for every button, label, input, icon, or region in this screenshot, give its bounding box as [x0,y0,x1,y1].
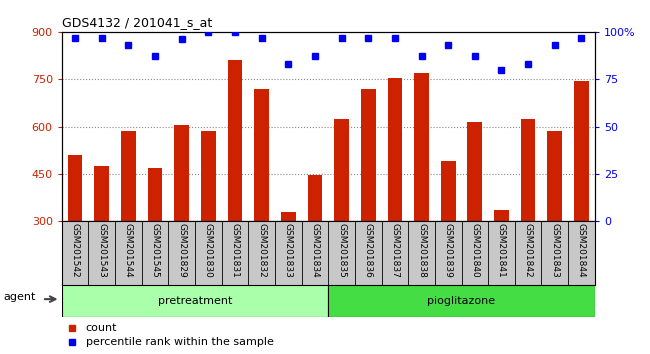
Text: GDS4132 / 201041_s_at: GDS4132 / 201041_s_at [62,16,212,29]
Bar [62,285,328,317]
Text: GSM201835: GSM201835 [337,223,346,278]
Bar [68,155,83,221]
Text: GSM201837: GSM201837 [391,223,399,278]
Text: GSM201832: GSM201832 [257,223,266,278]
Text: GSM201838: GSM201838 [417,223,426,278]
Bar [547,131,562,221]
Bar [334,119,349,221]
Bar [254,89,269,221]
Text: GSM201840: GSM201840 [471,223,479,278]
Text: percentile rank within the sample: percentile rank within the sample [86,337,274,348]
Bar [227,60,242,221]
Text: GSM201844: GSM201844 [577,223,586,278]
Bar [414,73,429,221]
Bar [281,212,296,221]
Text: GSM201833: GSM201833 [284,223,292,278]
Text: GSM201831: GSM201831 [231,223,239,278]
Bar [174,125,189,221]
Bar [94,166,109,221]
Text: count: count [86,322,117,332]
Text: GSM201545: GSM201545 [151,223,159,278]
Bar [521,119,536,221]
Text: GSM201544: GSM201544 [124,223,133,278]
Bar [387,78,402,221]
Bar [361,89,376,221]
Text: GSM201842: GSM201842 [524,223,532,278]
Text: GSM201841: GSM201841 [497,223,506,278]
Text: agent: agent [3,292,36,302]
Bar [148,167,162,221]
Text: GSM201839: GSM201839 [444,223,452,278]
Bar [121,131,136,221]
Bar [467,122,482,221]
Text: GSM201834: GSM201834 [311,223,319,278]
Text: pioglitazone: pioglitazone [428,296,495,306]
Bar [494,210,509,221]
Text: GSM201836: GSM201836 [364,223,372,278]
Bar [307,176,322,221]
Text: GSM201830: GSM201830 [204,223,213,278]
Bar [328,285,595,317]
Text: GSM201843: GSM201843 [551,223,559,278]
Text: pretreatment: pretreatment [158,296,232,306]
Bar [441,161,456,221]
Text: GSM201543: GSM201543 [98,223,106,278]
Bar [201,131,216,221]
Bar [574,81,589,221]
Text: GSM201829: GSM201829 [177,223,186,278]
Text: GSM201542: GSM201542 [71,223,79,278]
